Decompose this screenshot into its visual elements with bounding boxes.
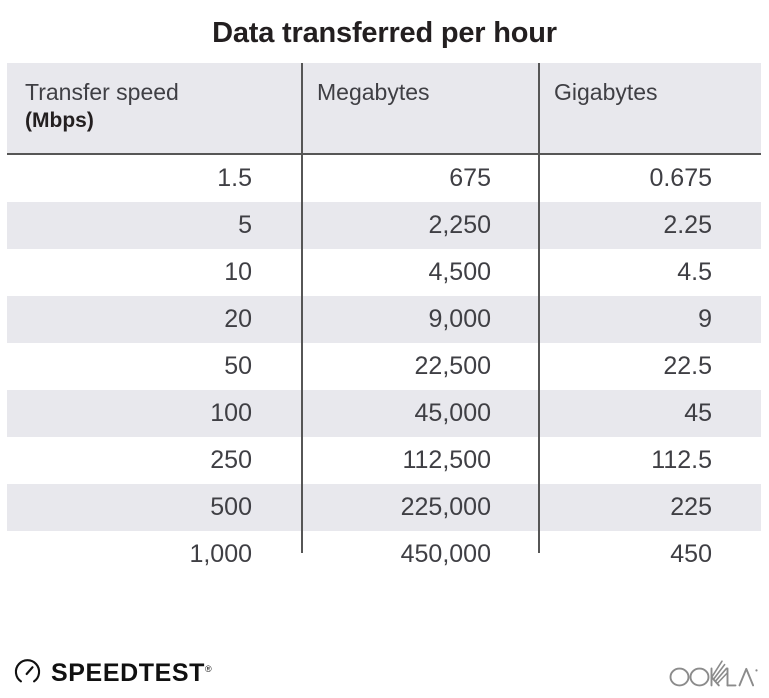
column-header-megabytes-label: Megabytes <box>317 79 430 105</box>
cell-transfer-speed: 20 <box>224 305 252 333</box>
cell-transfer-speed: 100 <box>210 399 252 427</box>
data-table: Transfer speed (Mbps) Megabytes Gigabyte… <box>7 63 761 578</box>
table-row: 500 225,000 225 <box>7 484 761 531</box>
ookla-logo-icon <box>669 660 758 687</box>
cell-megabytes: 2,250 <box>428 211 491 239</box>
cell-transfer-speed: 250 <box>210 446 252 474</box>
cell-transfer-speed: 500 <box>210 493 252 521</box>
cell-megabytes: 225,000 <box>400 493 491 521</box>
table-row: 5 2,250 2.25 <box>7 202 761 249</box>
cell-gigabytes: 112.5 <box>651 446 712 474</box>
cell-gigabytes: 4.5 <box>677 258 712 286</box>
page-title: Data transferred per hour <box>212 17 557 49</box>
table-row: 1.5 675 0.675 <box>7 154 761 202</box>
column-header-transfer-speed: Transfer speed (Mbps) <box>7 63 301 155</box>
table-header: Transfer speed (Mbps) Megabytes Gigabyte… <box>7 63 761 155</box>
speedtest-wordmark-text: SPEEDTEST <box>51 659 206 688</box>
cell-gigabytes: 22.5 <box>663 352 712 380</box>
cell-megabytes: 112,500 <box>402 446 491 474</box>
speedometer-icon <box>14 658 41 685</box>
column-header-megabytes: Megabytes <box>301 63 538 155</box>
table-row: 100 45,000 45 <box>7 390 761 437</box>
speedtest-wordmark: SPEEDTEST® <box>51 656 212 687</box>
column-header-transfer-speed-unit: (Mbps) <box>25 109 94 132</box>
column-divider-2 <box>538 63 540 553</box>
cell-transfer-speed: 5 <box>238 211 252 239</box>
column-divider-1 <box>301 63 303 553</box>
cell-gigabytes: 45 <box>684 399 712 427</box>
table-row: 250 112,500 112.5 <box>7 437 761 484</box>
table-body: 1.5 675 0.675 5 2,250 2.25 10 4,500 4.5 20 9,000 9 5… <box>7 154 761 578</box>
cell-transfer-speed: 1,000 <box>189 540 252 568</box>
column-header-transfer-speed-label: Transfer speed <box>25 79 179 105</box>
speedtest-trademark-symbol: ® <box>205 664 212 674</box>
cell-megabytes: 45,000 <box>414 399 491 427</box>
cell-transfer-speed: 10 <box>224 258 252 286</box>
cell-megabytes: 22,500 <box>414 352 491 380</box>
table-row: 1,000 450,000 450 <box>7 531 761 578</box>
cell-transfer-speed: 50 <box>224 352 252 380</box>
footer-branding: SPEEDTEST® <box>0 645 769 698</box>
cell-megabytes: 9,000 <box>428 305 491 333</box>
table-row: 10 4,500 4.5 <box>7 249 761 296</box>
cell-gigabytes: 450 <box>670 540 712 568</box>
cell-gigabytes: 2.25 <box>663 211 712 239</box>
table-header-row: Transfer speed (Mbps) Megabytes Gigabyte… <box>7 63 761 155</box>
table-row: 50 22,500 22.5 <box>7 343 761 390</box>
cell-megabytes: 450,000 <box>400 540 491 568</box>
cell-megabytes: 675 <box>449 164 491 192</box>
cell-megabytes: 4,500 <box>428 258 491 286</box>
cell-transfer-speed: 1.5 <box>217 164 252 192</box>
cell-gigabytes: 225 <box>670 493 712 521</box>
column-header-gigabytes: Gigabytes <box>538 63 761 155</box>
speedtest-logo: SPEEDTEST® <box>14 656 212 687</box>
data-table-container: Transfer speed (Mbps) Megabytes Gigabyte… <box>7 63 761 578</box>
cell-gigabytes: 9 <box>698 305 712 333</box>
cell-gigabytes: 0.675 <box>649 164 712 192</box>
ookla-logo <box>669 657 761 687</box>
table-row: 20 9,000 9 <box>7 296 761 343</box>
column-header-gigabytes-label: Gigabytes <box>554 79 658 105</box>
